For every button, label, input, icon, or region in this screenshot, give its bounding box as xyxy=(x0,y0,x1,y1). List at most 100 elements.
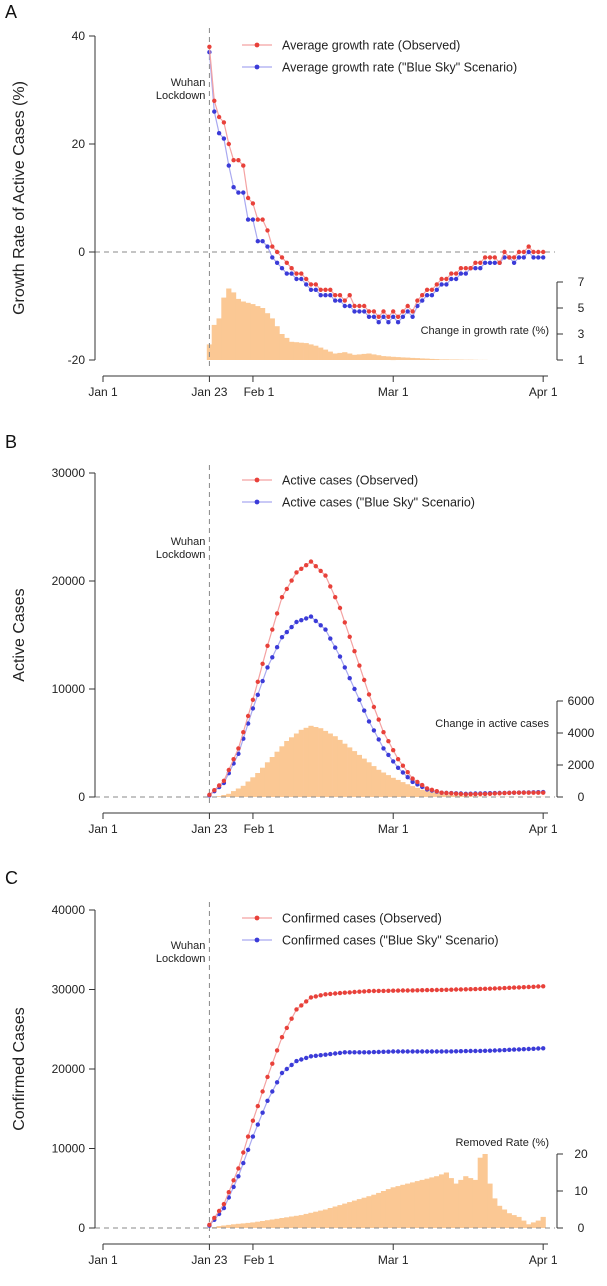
data-point xyxy=(280,1071,284,1075)
annotation-lockdown: Lockdown xyxy=(156,549,206,561)
data-point xyxy=(464,1049,468,1053)
data-point xyxy=(527,985,531,989)
secondary-bar xyxy=(381,773,386,798)
data-point xyxy=(372,309,376,313)
series-line xyxy=(209,562,543,795)
data-point xyxy=(444,791,448,795)
secondary-bar xyxy=(294,342,299,360)
data-point xyxy=(319,623,323,627)
data-point xyxy=(406,770,410,774)
secondary-bar xyxy=(279,334,284,360)
data-point xyxy=(270,1089,274,1093)
data-point xyxy=(507,255,511,259)
data-point xyxy=(270,244,274,248)
secondary-bar xyxy=(352,751,357,797)
secondary-bar xyxy=(328,352,333,360)
secondary-bar xyxy=(536,1221,541,1228)
data-point xyxy=(396,320,400,324)
secondary-bar xyxy=(323,731,328,797)
x-tick-label: Apr 1 xyxy=(529,1253,558,1267)
series-line xyxy=(209,52,543,322)
data-point xyxy=(333,293,337,297)
secondary-bar xyxy=(337,740,342,797)
secondary-bar xyxy=(250,304,255,360)
data-point xyxy=(275,250,279,254)
data-point xyxy=(285,261,289,265)
data-point xyxy=(304,1056,308,1060)
secondary-bar xyxy=(231,292,236,360)
secondary-bar xyxy=(463,1176,468,1228)
x-tick-label: Jan 23 xyxy=(191,1253,227,1267)
x-tick-label: Apr 1 xyxy=(529,385,558,399)
data-point xyxy=(260,662,264,666)
data-point xyxy=(527,244,531,248)
data-point xyxy=(222,779,226,783)
data-point xyxy=(381,746,385,750)
data-point xyxy=(309,288,313,292)
legend-label: Active cases ("Blue Sky" Scenario) xyxy=(282,496,475,510)
data-point xyxy=(435,1049,439,1053)
data-point xyxy=(386,315,390,319)
data-point xyxy=(439,277,443,281)
secondary-bar xyxy=(241,786,246,797)
data-point xyxy=(343,665,347,669)
data-point xyxy=(420,988,424,992)
data-point xyxy=(541,255,545,259)
secondary-bar xyxy=(231,1224,236,1228)
data-point xyxy=(270,627,274,631)
data-point xyxy=(483,1049,487,1053)
data-point xyxy=(299,1057,303,1061)
data-point xyxy=(323,288,327,292)
legend-label: Confirmed cases (Observed) xyxy=(282,912,442,926)
secondary-bar xyxy=(260,1221,265,1228)
secondary-bar xyxy=(425,791,430,797)
data-point xyxy=(265,665,269,669)
data-point xyxy=(468,792,472,796)
secondary-bar xyxy=(279,1218,284,1228)
data-point xyxy=(343,304,347,308)
data-point xyxy=(522,791,526,795)
data-point xyxy=(493,255,497,259)
secondary-bar xyxy=(347,354,352,361)
data-point xyxy=(236,190,240,194)
y-tick-label: 20 xyxy=(72,137,86,151)
secondary-bar xyxy=(405,358,410,360)
data-point xyxy=(420,783,424,787)
data-point xyxy=(256,239,260,243)
data-point xyxy=(319,288,323,292)
data-point xyxy=(377,737,381,741)
secondary-bar xyxy=(400,357,405,360)
secondary-bar xyxy=(299,1215,304,1228)
data-point xyxy=(270,1062,274,1066)
data-point xyxy=(435,288,439,292)
data-point xyxy=(507,1048,511,1052)
data-point xyxy=(473,987,477,991)
data-point xyxy=(212,109,216,113)
data-point xyxy=(348,304,352,308)
data-point xyxy=(260,239,264,243)
data-point xyxy=(319,293,323,297)
data-point xyxy=(478,987,482,991)
data-point xyxy=(333,298,337,302)
x-tick-label: Mar 1 xyxy=(378,385,409,399)
data-point xyxy=(420,293,424,297)
secondary-bar xyxy=(342,352,347,360)
data-point xyxy=(304,282,308,286)
data-point xyxy=(522,985,526,989)
secondary-bar xyxy=(405,784,410,797)
data-point xyxy=(362,708,366,712)
data-point xyxy=(333,1051,337,1055)
secondary-bar xyxy=(357,755,362,797)
data-point xyxy=(459,1049,463,1053)
data-point xyxy=(309,1054,313,1058)
legend-label: Average growth rate (Observed) xyxy=(282,39,460,53)
secondary-bar xyxy=(337,1205,342,1228)
data-point xyxy=(256,217,260,221)
data-point xyxy=(251,698,255,702)
data-point xyxy=(410,776,414,780)
data-point xyxy=(488,261,492,265)
data-point xyxy=(246,1148,250,1152)
secondary-bar xyxy=(483,1154,488,1228)
secondary-bar xyxy=(454,360,459,361)
